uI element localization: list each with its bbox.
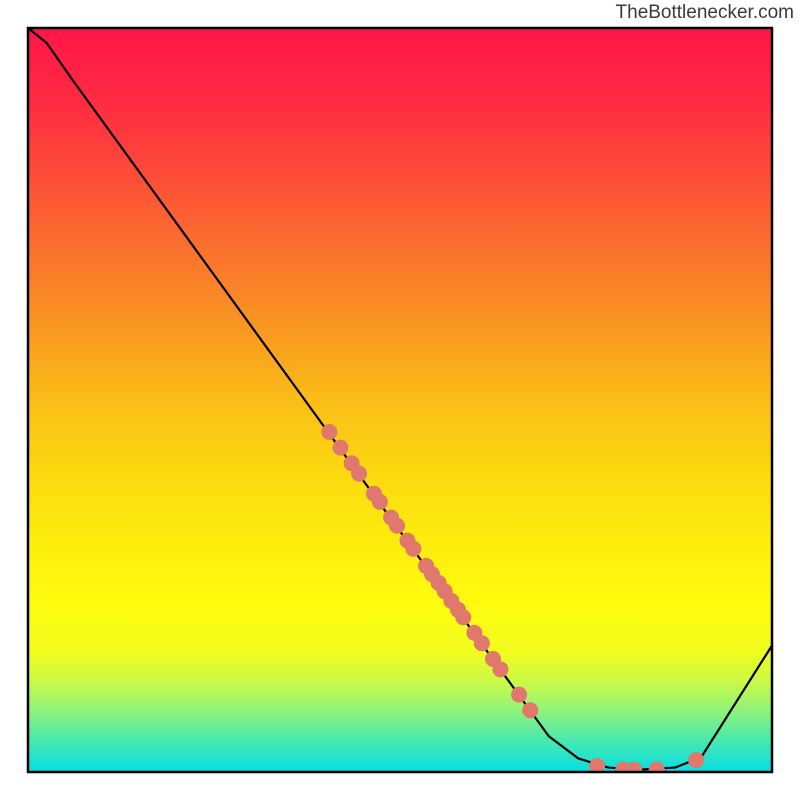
data-marker	[405, 541, 421, 557]
data-marker	[522, 702, 538, 718]
data-marker	[332, 440, 348, 456]
data-marker	[321, 424, 337, 440]
data-marker	[492, 661, 508, 677]
data-marker	[649, 761, 665, 777]
chart-container: TheBottlenecker.com	[0, 0, 800, 800]
data-marker	[389, 518, 405, 534]
data-marker	[511, 687, 527, 703]
data-marker	[455, 609, 471, 625]
data-marker	[351, 466, 367, 482]
data-marker	[626, 762, 642, 778]
data-marker	[688, 752, 704, 768]
data-marker	[372, 494, 388, 510]
data-marker	[474, 635, 490, 651]
chart-svg	[0, 0, 800, 800]
plot-background	[28, 28, 772, 772]
